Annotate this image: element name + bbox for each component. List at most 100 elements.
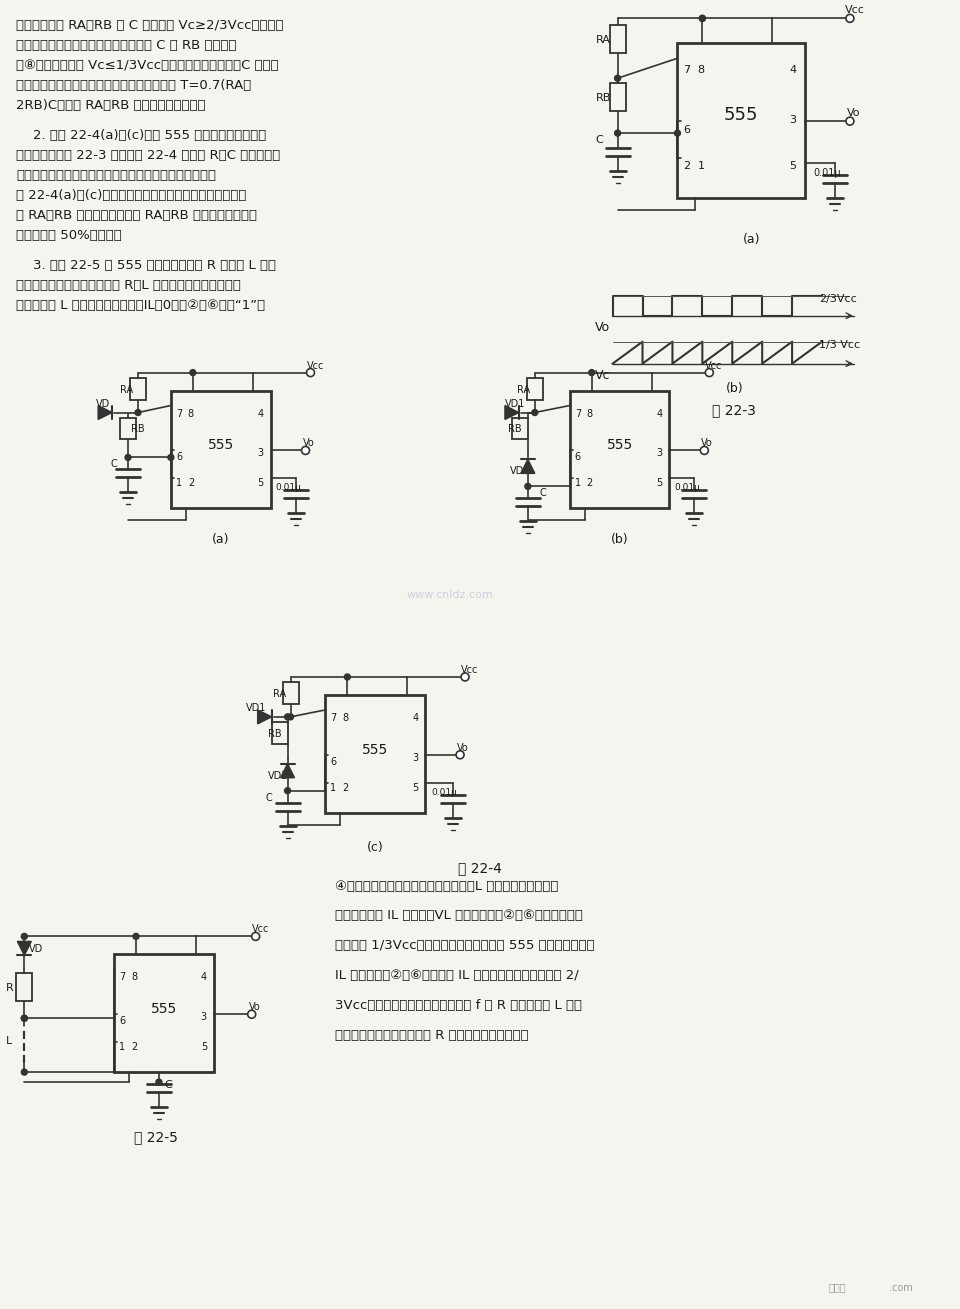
Text: 555: 555 (362, 742, 389, 757)
Text: 2: 2 (188, 478, 194, 488)
Circle shape (614, 130, 620, 136)
Text: RB: RB (508, 424, 521, 435)
Text: RB: RB (268, 729, 281, 738)
Circle shape (21, 1069, 27, 1075)
Bar (527, 377, 542, 399)
Text: 4: 4 (412, 713, 419, 723)
Circle shape (252, 932, 259, 940)
Text: 降，降至 1/3Vcc时，输出由低变高。此时 555 的内放电管截止: 降，降至 1/3Vcc时，输出由低变高。此时 555 的内放电管截止 (335, 940, 595, 953)
Text: 阵 RA、RB 可以单独调节，在 RA＝RB 的情况下，可以获: 阵 RA、RB 可以单独调节，在 RA＝RB 的情况下，可以获 (16, 209, 257, 223)
Text: RA: RA (516, 385, 530, 394)
Bar (512, 418, 528, 440)
Text: 3: 3 (789, 115, 796, 126)
Text: 8: 8 (131, 973, 137, 982)
Text: 1: 1 (697, 161, 705, 171)
Text: 4: 4 (201, 973, 207, 982)
Circle shape (135, 410, 141, 415)
Text: 1: 1 (176, 478, 182, 488)
Circle shape (846, 117, 853, 126)
Text: (b): (b) (726, 382, 743, 394)
Text: 于电感线圈 L 中的电流不能突变，IL＝0，放②、⑥脚为“1”，: 于电感线圈 L 中的电流不能突变，IL＝0，放②、⑥脚为“1”， (16, 298, 266, 312)
Bar (114, 954, 214, 1072)
Text: 3: 3 (257, 449, 264, 458)
Text: 2: 2 (684, 161, 690, 171)
Text: Vcc: Vcc (706, 360, 723, 370)
Text: Vo: Vo (702, 439, 713, 449)
Text: 555: 555 (151, 1003, 177, 1016)
Circle shape (532, 410, 538, 415)
Text: 555: 555 (724, 106, 758, 124)
Text: 器。其原理与图 22-3 类同。图 22-4 中调节 R、C 的值，都可: 器。其原理与图 22-3 类同。图 22-4 中调节 R、C 的值，都可 (16, 149, 280, 162)
Text: VD: VD (30, 944, 43, 954)
Text: 7: 7 (330, 713, 337, 723)
Text: 得占空比为 50%的方波。: 得占空比为 50%的方波。 (16, 229, 122, 242)
Text: 图 22-5: 图 22-5 (134, 1130, 178, 1144)
Text: RB: RB (131, 424, 145, 435)
Text: 1: 1 (119, 1042, 125, 1052)
Bar (325, 695, 425, 813)
Bar (171, 390, 271, 508)
Circle shape (288, 713, 294, 720)
Text: R: R (7, 983, 14, 994)
Text: Vcc: Vcc (252, 924, 269, 935)
Polygon shape (505, 406, 519, 419)
Text: 0.01μ: 0.01μ (813, 168, 841, 178)
Text: C: C (164, 1080, 172, 1090)
Text: VD2: VD2 (268, 771, 288, 780)
Text: 8: 8 (343, 713, 348, 723)
Text: 4: 4 (657, 408, 662, 419)
Polygon shape (98, 406, 112, 419)
Bar (282, 682, 299, 704)
Text: RA: RA (120, 385, 133, 394)
Text: www.cnldz.com: www.cnldz.com (407, 590, 493, 600)
Text: 源电压。随着 IL 的增加，VL 逐渐减小，即②、⑥脚电位随着下: 源电压。随着 IL 的增加，VL 逐渐减小，即②、⑥脚电位随着下 (335, 910, 584, 923)
Text: 5: 5 (201, 1042, 207, 1052)
Text: 2: 2 (343, 783, 348, 793)
Text: 2/3Vcc: 2/3Vcc (819, 293, 856, 304)
Circle shape (21, 933, 27, 940)
Circle shape (675, 130, 681, 136)
Text: 8: 8 (188, 408, 194, 419)
Circle shape (156, 1079, 162, 1085)
Text: 2: 2 (587, 478, 593, 488)
Text: 电，如此周期重复，形成振荡。电路振荡周期 T=0.7(RA＋: 电，如此周期重复，形成振荡。电路振荡周期 T=0.7(RA＋ (16, 80, 252, 92)
Text: L: L (7, 1037, 12, 1046)
Text: Vo: Vo (847, 109, 860, 118)
Text: 图 22-3: 图 22-3 (712, 403, 756, 418)
Text: VD1: VD1 (505, 398, 525, 408)
Text: 6: 6 (330, 757, 337, 767)
Text: 的多谐振荡器，其振荡频率与 R、L 的值有关。通电瞬间，由: 的多谐振荡器，其振荡频率与 R、L 的值有关。通电瞬间，由 (16, 279, 241, 292)
Text: 4: 4 (789, 65, 796, 75)
Text: 555: 555 (207, 439, 234, 453)
Text: C: C (110, 459, 117, 470)
Text: 3. 如图 22-5 是 555 电路与外接电阵 R 和电感 L 组成: 3. 如图 22-5 是 555 电路与外接电阵 R 和电感 L 组成 (16, 259, 276, 272)
Circle shape (456, 751, 464, 759)
Text: 6: 6 (176, 453, 182, 462)
Bar (569, 390, 669, 508)
Text: (a): (a) (742, 233, 760, 246)
Text: 2: 2 (131, 1042, 137, 1052)
Text: C: C (595, 135, 604, 145)
Circle shape (248, 1011, 255, 1018)
Polygon shape (280, 763, 295, 778)
Text: VD1: VD1 (246, 703, 266, 713)
Text: Vcc: Vcc (461, 665, 478, 675)
Text: 7: 7 (119, 973, 126, 982)
Text: RA: RA (595, 35, 611, 46)
Circle shape (284, 788, 291, 793)
Text: Vo: Vo (594, 321, 610, 334)
Text: 平；当电源经 RA、RB 向 C 充电直到 Vc≥2/3Vcc时，输出: 平；当电源经 RA、RB 向 C 充电直到 Vc≥2/3Vcc时，输出 (16, 20, 284, 33)
Circle shape (461, 673, 469, 681)
Circle shape (301, 446, 309, 454)
Text: .com: .com (889, 1283, 913, 1293)
Text: 5: 5 (412, 783, 419, 793)
Text: 5: 5 (657, 478, 662, 488)
Bar (130, 377, 146, 399)
Text: RB: RB (595, 93, 611, 103)
Text: 接线图: 接线图 (829, 1283, 847, 1293)
Text: VD: VD (96, 398, 110, 408)
Circle shape (125, 454, 131, 461)
Polygon shape (521, 459, 535, 474)
Text: (c): (c) (367, 840, 384, 853)
Circle shape (345, 674, 350, 679)
